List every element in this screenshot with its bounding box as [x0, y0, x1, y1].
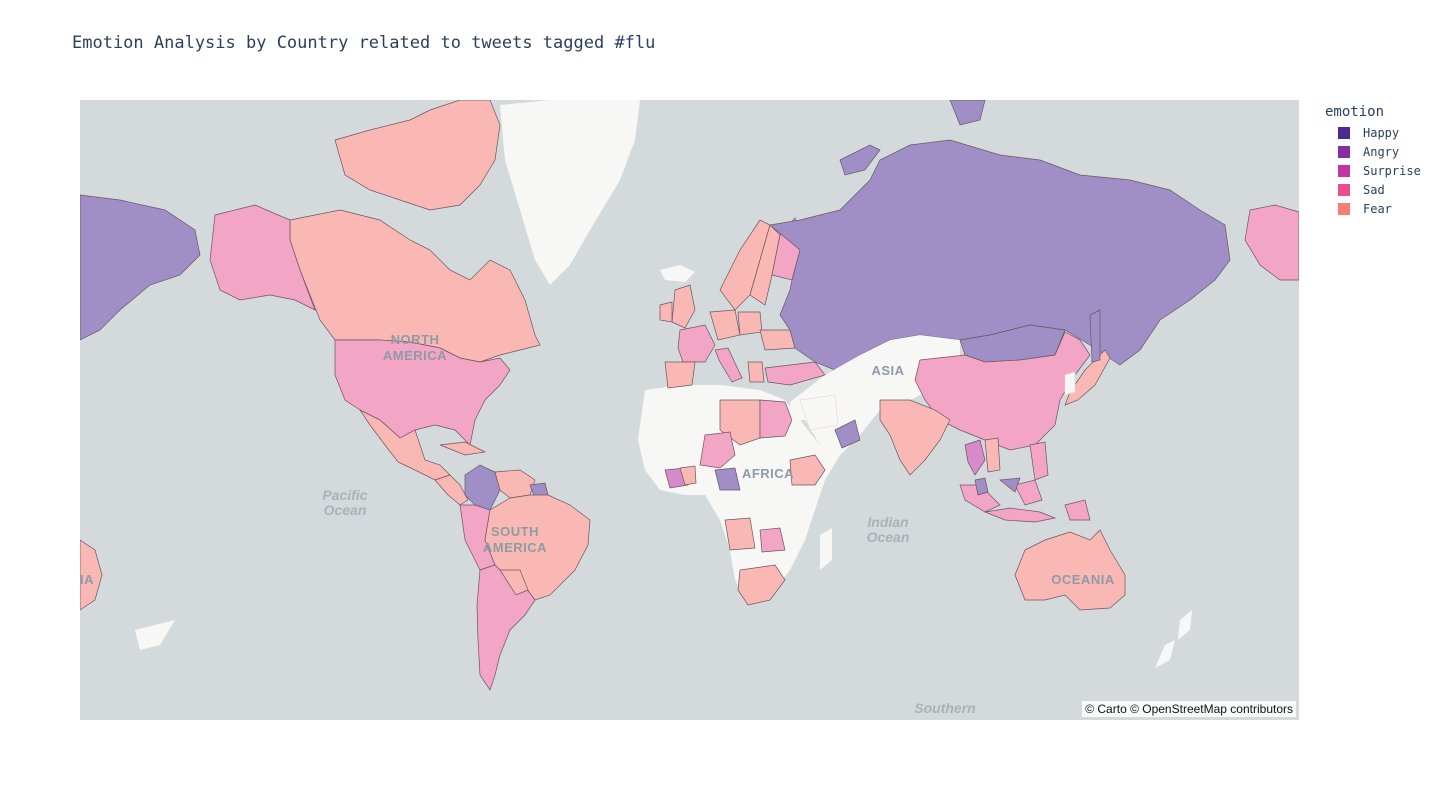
- country-egypt[interactable]: [759, 399, 793, 439]
- country-poland[interactable]: [737, 311, 763, 336]
- country-korea[interactable]: [1064, 371, 1076, 396]
- country-dr-congo[interactable]: [724, 517, 756, 551]
- legend-label-sad: Sad: [1363, 182, 1385, 197]
- country-saudi[interactable]: [799, 394, 839, 431]
- country-italy[interactable]: [714, 347, 743, 383]
- legend-item-angry[interactable]: Angry: [1325, 142, 1421, 161]
- country-australia[interactable]: [1014, 529, 1126, 611]
- country-ethiopia[interactable]: [789, 454, 826, 486]
- country-alaska-east[interactable]: [1244, 204, 1299, 281]
- country-malaysia[interactable]: [974, 477, 989, 496]
- country-paraguay[interactable]: [499, 569, 529, 596]
- country-australia-left-edge[interactable]: [80, 539, 103, 611]
- map-svg[interactable]: NORTH AMERICA SOUTH AMERICA ASIA AFRICA …: [80, 100, 1299, 720]
- country-colombia[interactable]: [464, 464, 501, 511]
- label-indian-2: Ocean: [867, 529, 910, 545]
- legend-label-fear: Fear: [1363, 201, 1392, 216]
- country-france[interactable]: [677, 324, 716, 363]
- legend-item-surprise[interactable]: Surprise: [1325, 161, 1421, 180]
- country-russia-west-edge[interactable]: [80, 194, 201, 341]
- country-russia-novaya[interactable]: [839, 144, 881, 176]
- label-south-america-2: AMERICA: [483, 540, 547, 555]
- country-tanzania[interactable]: [759, 527, 786, 553]
- country-greenland[interactable]: [500, 100, 640, 285]
- label-north-america-2: AMERICA: [383, 348, 447, 363]
- label-edge-left: IA: [80, 572, 94, 587]
- country-thailand[interactable]: [964, 439, 986, 476]
- country-ivory-coast[interactable]: [679, 465, 697, 486]
- label-oceania: OCEANIA: [1051, 572, 1115, 587]
- country-iceland[interactable]: [660, 265, 695, 282]
- label-africa: AFRICA: [742, 466, 794, 481]
- legend-swatch-happy: [1338, 126, 1350, 139]
- label-southern: Southern: [914, 700, 975, 716]
- country-png[interactable]: [1064, 499, 1091, 521]
- legend-item-sad[interactable]: Sad: [1325, 180, 1421, 199]
- label-pacific-2: Ocean: [324, 502, 367, 518]
- legend-label-angry: Angry: [1363, 144, 1400, 159]
- country-canada[interactable]: [289, 209, 541, 363]
- landmass-new-zealand: [1155, 610, 1192, 668]
- country-nigeria[interactable]: [699, 431, 736, 469]
- map-title: Emotion Analysis by Country related to t…: [72, 33, 656, 53]
- country-canada-islands[interactable]: [334, 100, 501, 211]
- choropleth-map[interactable]: NORTH AMERICA SOUTH AMERICA ASIA AFRICA …: [80, 100, 1299, 720]
- label-north-america-1: NORTH: [391, 332, 440, 347]
- landmass-madagascar: [820, 528, 832, 570]
- legend-swatch-sad: [1338, 183, 1350, 196]
- country-russia[interactable]: [769, 139, 1231, 371]
- country-indonesia-3[interactable]: [1014, 479, 1043, 506]
- legend-swatch-fear: [1338, 202, 1350, 215]
- country-ukraine[interactable]: [759, 329, 796, 351]
- label-asia: ASIA: [871, 363, 904, 378]
- legend-item-happy[interactable]: Happy: [1325, 123, 1421, 142]
- legend-item-fear[interactable]: Fear: [1325, 199, 1421, 218]
- attribution[interactable]: © Carto © OpenStreetMap contributors: [1082, 701, 1296, 717]
- country-indonesia-2[interactable]: [983, 507, 1057, 523]
- country-united-kingdom[interactable]: [671, 284, 696, 329]
- country-cuba[interactable]: [439, 441, 487, 456]
- legend-label-happy: Happy: [1363, 125, 1400, 140]
- legend-swatch-surprise: [1338, 164, 1350, 177]
- label-pacific-1: Pacific: [322, 487, 367, 503]
- country-alaska[interactable]: [209, 204, 316, 311]
- label-south-america-1: SOUTH: [491, 524, 539, 539]
- legend-label-surprise: Surprise: [1363, 163, 1421, 178]
- landmass-south-left: [135, 620, 175, 650]
- label-indian-1: Indian: [867, 514, 908, 530]
- country-turkey[interactable]: [764, 361, 826, 386]
- landmass-africa: [638, 385, 840, 600]
- country-cameroon[interactable]: [714, 467, 741, 491]
- legend-title: emotion: [1325, 104, 1385, 120]
- country-spain[interactable]: [664, 361, 696, 389]
- country-japan[interactable]: [1064, 349, 1111, 406]
- legend-swatch-angry: [1338, 145, 1350, 158]
- country-south-africa[interactable]: [737, 564, 786, 606]
- country-russia-kamchatka[interactable]: [1089, 309, 1101, 363]
- country-central-america[interactable]: [434, 474, 469, 506]
- country-india[interactable]: [879, 399, 951, 476]
- legend: emotion Happy Angry Surprise Sad Fear: [1325, 104, 1421, 218]
- country-oman[interactable]: [834, 419, 861, 449]
- country-greece[interactable]: [747, 361, 765, 383]
- country-russia-islands[interactable]: [949, 100, 986, 126]
- country-philippines[interactable]: [1029, 441, 1049, 481]
- country-mexico[interactable]: [358, 409, 451, 481]
- country-ireland[interactable]: [659, 301, 673, 323]
- country-malaysia-borneo[interactable]: [999, 477, 1021, 493]
- country-vietnam[interactable]: [984, 437, 1001, 473]
